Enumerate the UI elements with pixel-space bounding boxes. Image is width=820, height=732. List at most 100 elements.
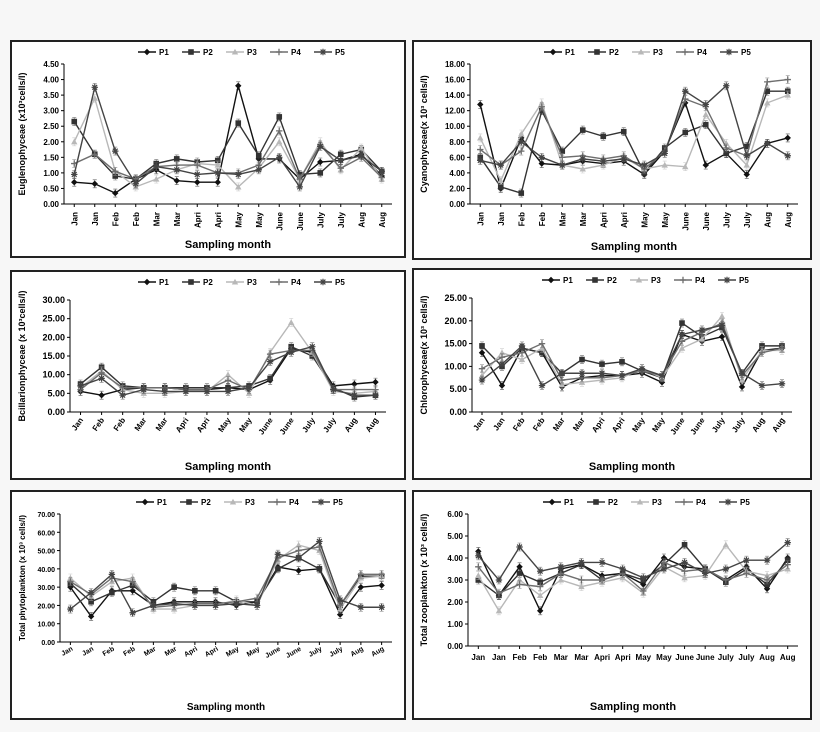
data-point — [330, 386, 337, 393]
x-tick-label: Mar — [152, 212, 161, 226]
legend-marker — [723, 276, 731, 284]
x-tick-label: May — [216, 416, 233, 434]
legend-label: P1 — [565, 48, 575, 57]
y-tick-label: 2.00 — [43, 138, 59, 147]
x-axis-label: Sampling month — [185, 461, 271, 473]
data-point — [661, 161, 668, 168]
data-point — [358, 152, 365, 159]
data-point — [235, 82, 242, 89]
chart-svg: 0.00 10.00 20.00 30.00 40.00 50.00 60.00 70.00 J… — [18, 498, 392, 713]
legend-label: P2 — [203, 48, 213, 57]
x-tick-label: Apri — [594, 653, 610, 662]
data-point — [358, 144, 365, 151]
x-tick-label: Jan — [492, 653, 506, 662]
legend-marker — [186, 499, 192, 505]
data-point — [233, 600, 240, 607]
data-point — [538, 154, 545, 161]
x-tick-label: Jan — [91, 212, 100, 226]
x-tick-label: June — [296, 211, 305, 230]
data-point — [477, 101, 484, 108]
x-axis-label: Sampling month — [591, 241, 677, 253]
data-point — [702, 121, 709, 128]
legend-marker — [679, 276, 687, 284]
data-point — [478, 372, 486, 379]
data-point — [224, 371, 232, 378]
x-tick-label: Mar — [551, 416, 567, 433]
data-point — [235, 120, 242, 126]
data-point — [536, 607, 544, 614]
data-point — [600, 158, 607, 165]
x-tick-label: Feb — [122, 646, 136, 658]
y-tick-label: 40.00 — [37, 567, 55, 574]
x-tick-label: July — [738, 653, 755, 662]
data-point — [477, 134, 484, 141]
data-point — [337, 165, 344, 172]
data-point — [658, 379, 666, 386]
legend-marker — [594, 49, 600, 55]
x-tick-label: May — [255, 211, 264, 227]
legend-label: P1 — [563, 276, 573, 285]
data-point — [578, 559, 585, 566]
legend-marker — [547, 276, 555, 284]
data-point — [255, 152, 262, 159]
y-tick-label: 4.50 — [43, 60, 59, 69]
legend-marker — [635, 276, 643, 283]
x-tick-label: Apri — [214, 212, 223, 228]
y-tick-label: 25.00 — [42, 314, 65, 324]
data-point — [173, 166, 180, 173]
x-tick-label: Apri — [204, 646, 220, 659]
data-point — [378, 604, 385, 611]
data-point — [681, 542, 688, 548]
data-point — [620, 128, 627, 135]
legend-marker — [143, 48, 151, 56]
data-point — [638, 365, 646, 372]
data-point — [266, 350, 274, 358]
legend-label: P2 — [608, 498, 618, 507]
data-point — [784, 91, 791, 98]
data-point — [372, 378, 379, 386]
data-point — [557, 563, 565, 570]
data-point — [764, 140, 771, 147]
series-line — [73, 84, 383, 189]
data-point — [214, 161, 221, 168]
y-tick-label: 1.00 — [447, 620, 463, 629]
chart-panel-total-phytoplankton: 0.00 10.00 20.00 30.00 40.00 50.00 60.00 70.00 J… — [10, 490, 406, 720]
series-p1 — [71, 81, 385, 198]
data-point — [98, 392, 105, 399]
data-point — [255, 166, 262, 173]
chart-svg: 0.00 2.00 4.00 6.00 8.00 10.00 12.00 14.00 16.00… — [419, 48, 798, 253]
x-tick-label: May — [225, 646, 240, 659]
data-point — [112, 173, 119, 179]
x-tick-label: June — [689, 416, 707, 437]
data-point — [192, 588, 198, 594]
data-point — [558, 370, 566, 377]
y-tick-label: 5.00 — [47, 388, 65, 398]
data-point — [477, 157, 484, 164]
data-point — [337, 151, 344, 158]
data-point — [276, 154, 283, 161]
legend-label: P5 — [333, 498, 343, 507]
x-tick-label: May — [630, 416, 647, 434]
axis-lines — [471, 298, 792, 413]
x-tick-label: Feb — [531, 416, 547, 433]
data-point — [266, 358, 274, 365]
data-point — [108, 571, 116, 578]
data-point — [132, 180, 139, 187]
data-point — [620, 155, 627, 163]
x-tick-label: Feb — [533, 653, 547, 662]
data-point — [497, 177, 504, 184]
data-point — [224, 377, 232, 384]
legend-marker — [636, 498, 644, 505]
data-point — [682, 163, 689, 170]
legend-label: P3 — [247, 278, 257, 287]
data-point — [475, 577, 482, 583]
data-point — [640, 587, 647, 595]
x-tick-label: May — [640, 211, 649, 227]
data-point — [153, 175, 160, 182]
x-tick-label: Jan — [60, 646, 74, 658]
data-point — [619, 359, 625, 365]
legend-marker — [231, 48, 239, 55]
x-tick-label: July — [321, 416, 338, 435]
y-tick-label: 10.00 — [37, 622, 55, 629]
series-p5 — [477, 81, 791, 170]
